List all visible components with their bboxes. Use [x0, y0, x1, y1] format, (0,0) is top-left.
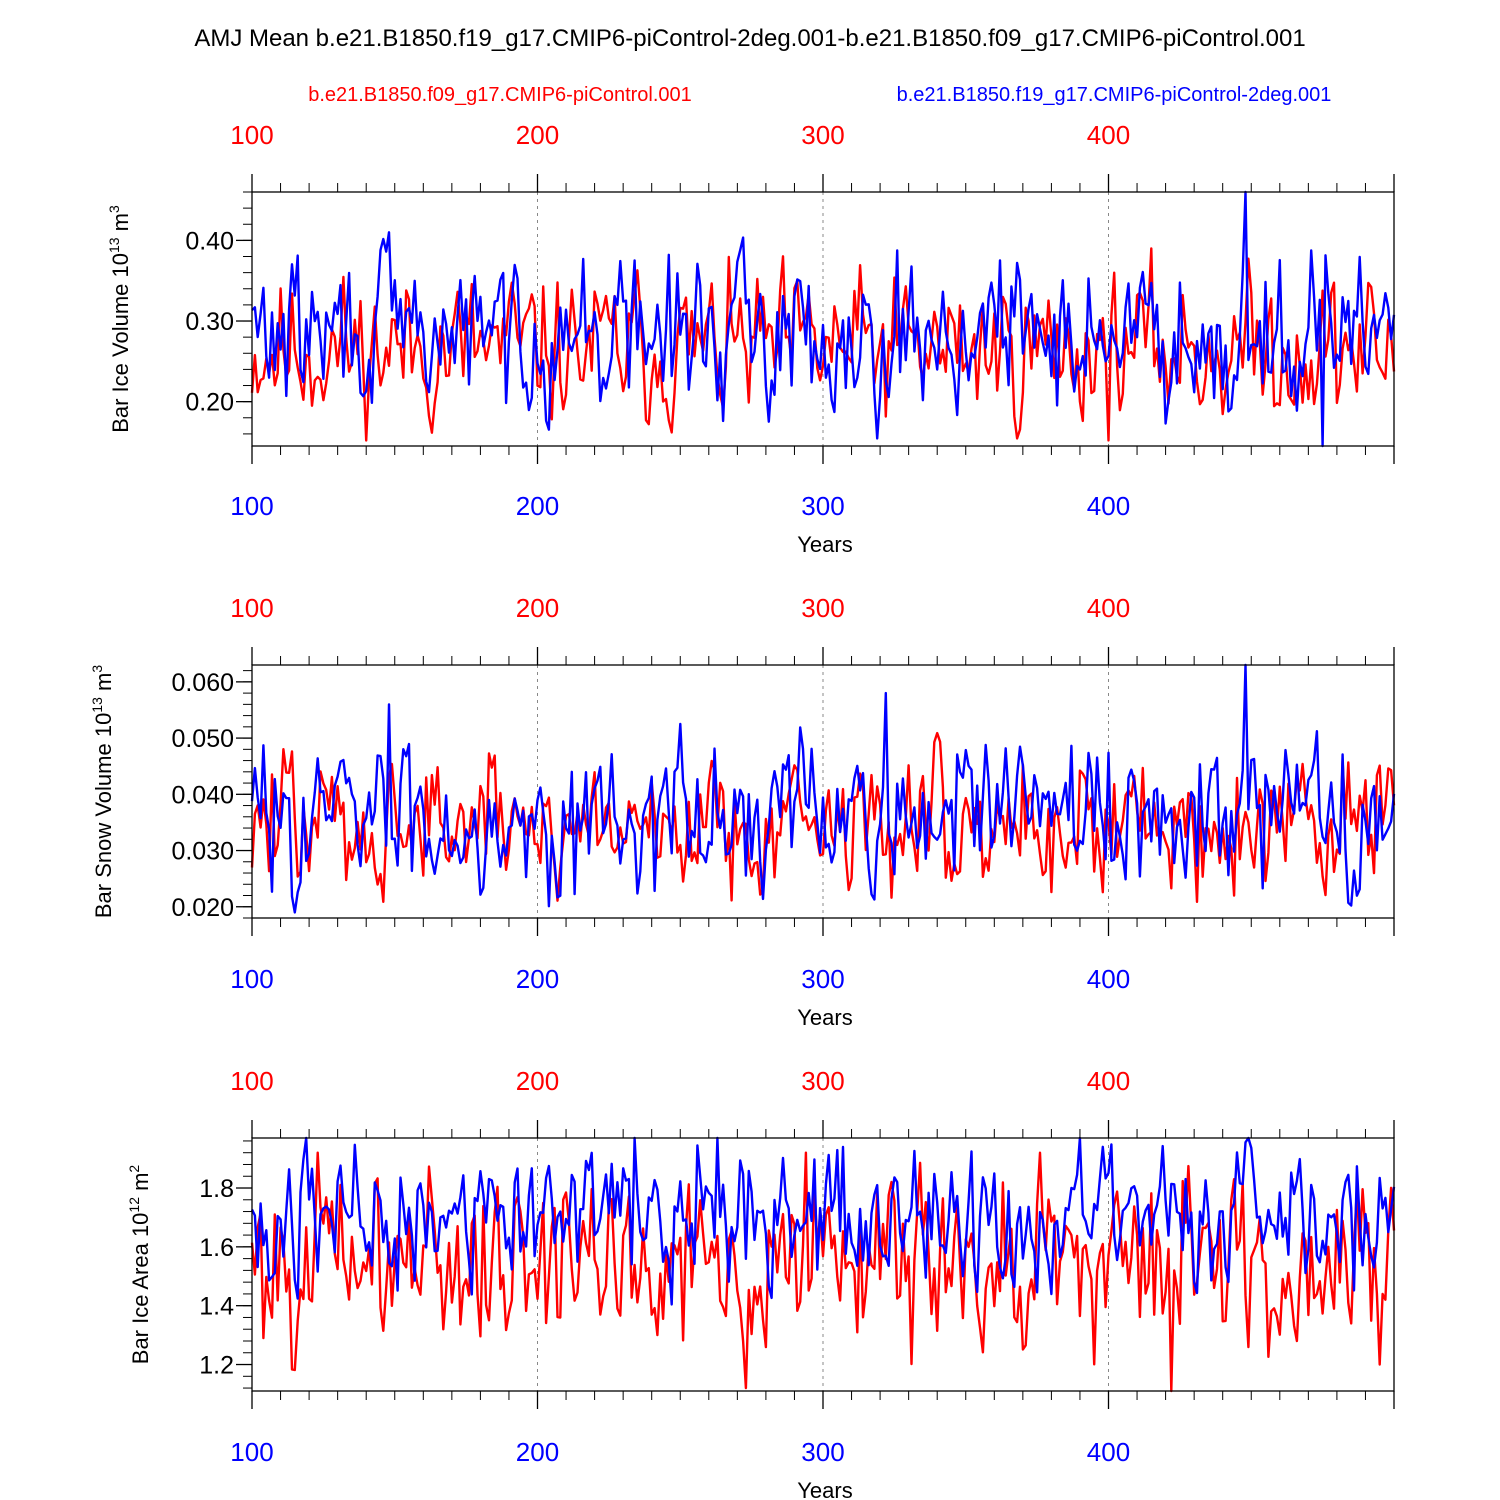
x-top-tick-label: 400 — [1087, 593, 1130, 623]
series-line-f09 — [250, 731, 1396, 903]
x-axis-label: Years — [797, 532, 852, 557]
y-axis-label-exponent: 13 — [106, 237, 122, 253]
x-bottom-tick-label: 300 — [801, 491, 844, 521]
y-axis-label-unit: m — [108, 213, 133, 237]
y-tick-label: 1.6 — [199, 1234, 234, 1262]
x-bottom-tick-label: 100 — [230, 1437, 273, 1467]
y-axis-label-unit: m — [128, 1173, 153, 1197]
y-tick-label: 1.2 — [199, 1352, 234, 1380]
figure-title: AMJ Mean b.e21.B1850.f19_g17.CMIP6-piCon… — [194, 25, 1305, 52]
y-tick-label: 0.050 — [171, 725, 234, 753]
x-bottom-tick-label: 300 — [801, 964, 844, 994]
x-axis-label: Years — [797, 1478, 852, 1500]
x-top-tick-label: 300 — [801, 120, 844, 150]
x-bottom-tick-label: 200 — [516, 1437, 559, 1467]
y-tick-label: 0.020 — [171, 894, 234, 922]
y-axis-label: Bar Ice Area 1012 m2 — [126, 1165, 153, 1365]
y-tick-label: 0.40 — [185, 227, 234, 255]
series-line-f19 — [250, 663, 1396, 914]
y-axis-label-main: Bar Ice Area 10 — [128, 1213, 153, 1365]
x-top-tick-label: 200 — [516, 593, 559, 623]
y-tick-label: 0.040 — [171, 781, 234, 809]
y-axis-label-unit-exponent: 3 — [106, 205, 122, 213]
y-axis-label-exponent: 12 — [126, 1197, 142, 1213]
panels: 0.20 0.30 0.40 100 100 200 200 300 300 400 400 Year… — [89, 120, 1396, 1500]
x-top-tick-label: 300 — [801, 1066, 844, 1096]
y-axis-label-unit-exponent: 3 — [89, 665, 105, 673]
y-axis-label-exponent: 13 — [89, 697, 105, 713]
chart-panel-ice-area: 1.2 1.4 1.6 1.8 100 100 200 200 300 300 400 400 Year… — [126, 1066, 1396, 1500]
x-top-tick-label: 100 — [230, 1066, 273, 1096]
y-tick-label: 0.20 — [185, 389, 234, 417]
legend-case-a: b.e21.B1850.f09_g17.CMIP6-piControl.001 — [308, 84, 692, 106]
x-top-tick-label: 200 — [516, 1066, 559, 1096]
y-tick-label: 1.4 — [199, 1293, 234, 1321]
x-bottom-tick-label: 300 — [801, 1437, 844, 1467]
x-bottom-tick-label: 400 — [1087, 964, 1130, 994]
x-top-tick-label: 100 — [230, 593, 273, 623]
x-axis-label: Years — [797, 1005, 852, 1030]
legend-case-b: b.e21.B1850.f19_g17.CMIP6-piControl-2deg… — [897, 84, 1332, 106]
y-axis-label-unit-exponent: 2 — [126, 1165, 142, 1173]
x-top-tick-label: 300 — [801, 593, 844, 623]
y-axis-label-main: Bar Snow Volume 10 — [91, 713, 116, 918]
x-bottom-tick-label: 400 — [1087, 1437, 1130, 1467]
chart-panel-ice-volume: 0.20 0.30 0.40 100 100 200 200 300 300 400 400 Year… — [106, 120, 1396, 557]
series-line-f19 — [250, 1136, 1396, 1306]
y-tick-label: 0.030 — [171, 838, 234, 866]
x-bottom-tick-label: 200 — [516, 491, 559, 521]
y-tick-label: 0.30 — [185, 308, 234, 336]
y-axis-label: Bar Ice Volume 1013 m3 — [106, 205, 133, 433]
x-top-tick-label: 400 — [1087, 120, 1130, 150]
y-axis-label-main: Bar Ice Volume 10 — [108, 253, 133, 433]
y-axis-label-unit: m — [91, 673, 116, 697]
y-axis-label: Bar Snow Volume 1013 m3 — [89, 665, 116, 919]
x-bottom-tick-label: 100 — [230, 491, 273, 521]
series-line-f19 — [251, 190, 1396, 448]
x-top-tick-label: 100 — [230, 120, 273, 150]
x-bottom-tick-label: 200 — [516, 964, 559, 994]
chart-panel-snow-volume: 0.020 0.030 0.040 0.050 0.060 100 100 200 200 300… — [89, 593, 1396, 1030]
y-tick-label: 0.060 — [171, 669, 234, 697]
series-line-f09 — [250, 1151, 1396, 1393]
x-top-tick-label: 400 — [1087, 1066, 1130, 1096]
y-tick-label: 1.8 — [199, 1175, 234, 1203]
x-top-tick-label: 200 — [516, 120, 559, 150]
x-bottom-tick-label: 100 — [230, 964, 273, 994]
x-bottom-tick-label: 400 — [1087, 491, 1130, 521]
